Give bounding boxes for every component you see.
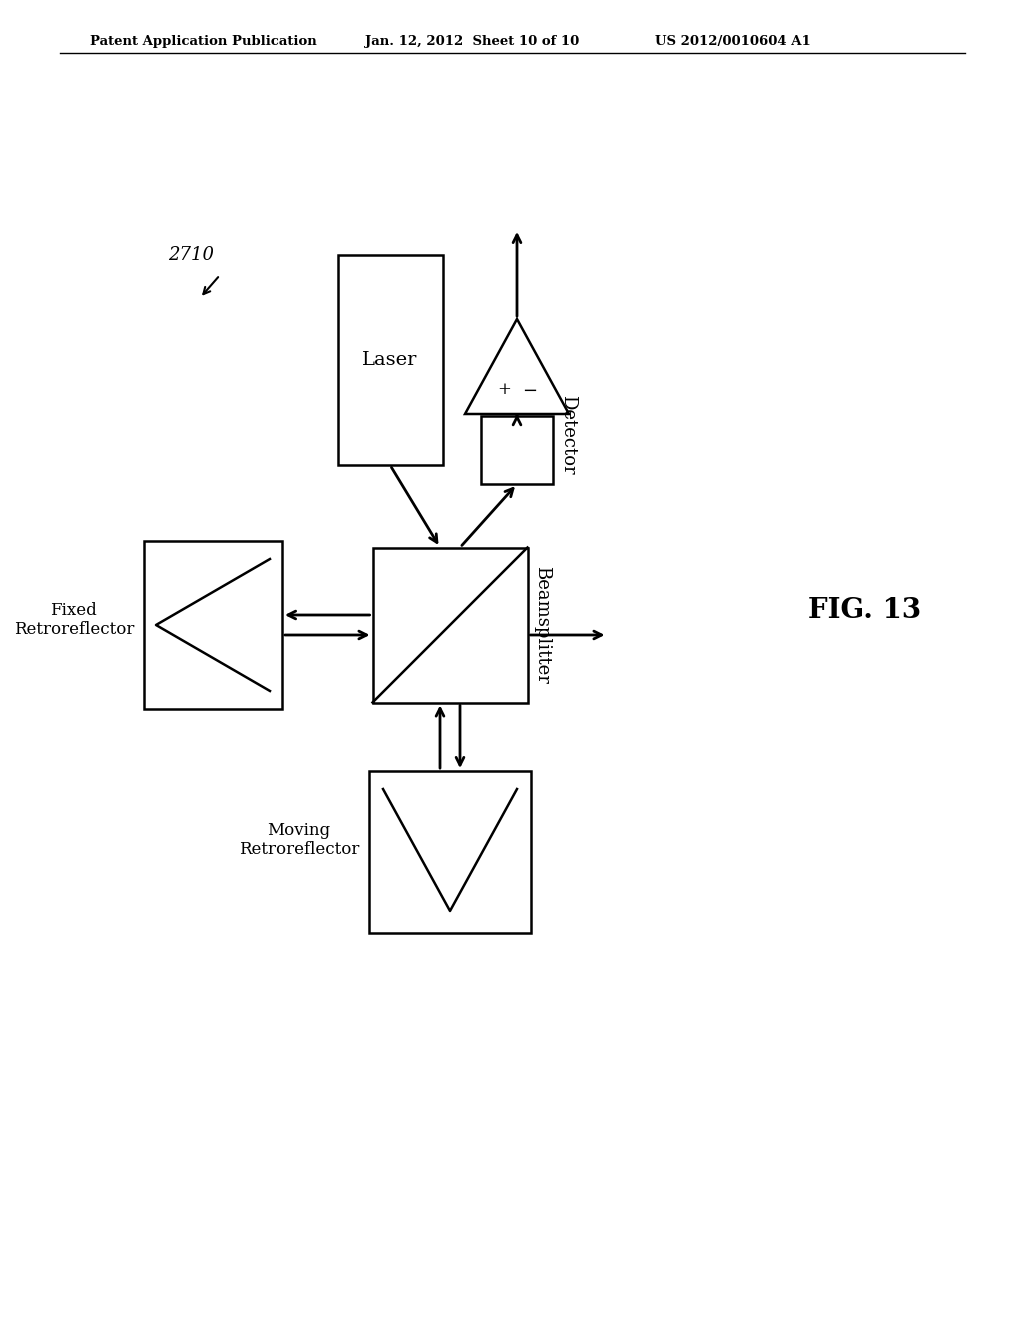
Text: Moving
Retroreflector: Moving Retroreflector [239,821,359,858]
Bar [338,255,442,465]
Text: Patent Application Publication: Patent Application Publication [90,36,316,48]
Text: Laser: Laser [362,351,418,370]
Bar [373,548,527,702]
Text: +: + [497,380,511,397]
Bar [144,541,282,709]
Text: US 2012/0010604 A1: US 2012/0010604 A1 [655,36,811,48]
Bar [481,416,553,484]
Text: Beamsplitter: Beamsplitter [534,566,552,684]
Text: Fixed
Retroreflector: Fixed Retroreflector [13,602,134,639]
Text: Jan. 12, 2012  Sheet 10 of 10: Jan. 12, 2012 Sheet 10 of 10 [365,36,580,48]
Text: −: − [522,381,538,400]
Text: 2710: 2710 [168,246,214,264]
Text: Detector: Detector [559,395,577,475]
Text: FIG. 13: FIG. 13 [808,597,922,623]
Polygon shape [465,319,569,414]
Bar [369,771,531,933]
